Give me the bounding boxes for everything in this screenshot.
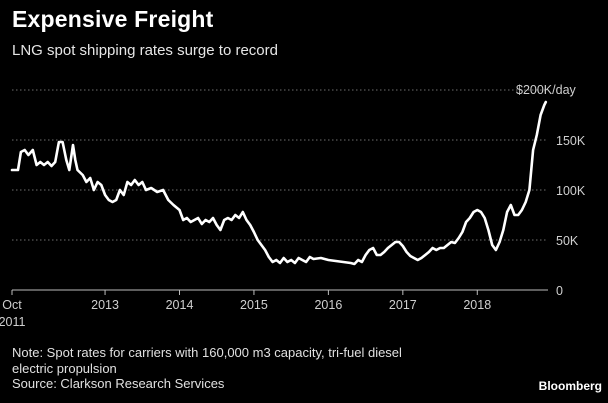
chart-title: Expensive Freight [12,6,214,32]
note-text-line-2: electric propulsion [12,360,117,376]
y-tick-label-2: 100K [556,184,586,198]
y-tick-label-3: 150K [556,134,586,148]
bloomberg-logo: Bloomberg [538,379,602,393]
x-tick-label-3: 2015 [240,298,268,312]
note-text-line-1: Note: Spot rates for carriers with 160,0… [12,345,402,360]
x-tick-label-0: Oct [2,298,22,312]
y-tick-label-0: 0 [556,284,563,298]
y-tick-label-4: $200K/day [516,83,577,97]
chart-note: Note: Spot rates for carriers with 160,0… [12,345,472,392]
source-text: Source: Clarkson Research Services [12,376,225,391]
x-tick-label-1: 2013 [91,298,119,312]
chart-subtitle: LNG spot shipping rates surge to record [12,42,278,59]
x-tick-label-2: 2014 [166,298,194,312]
x-tick-label-5: 2017 [389,298,417,312]
x-tick-label-4: 2016 [314,298,342,312]
x-tick-sublabel-0: 2011 [0,315,25,329]
x-tick-label-6: 2018 [463,298,491,312]
series-line-0 [10,100,548,266]
y-tick-label-1: 50K [556,234,579,248]
